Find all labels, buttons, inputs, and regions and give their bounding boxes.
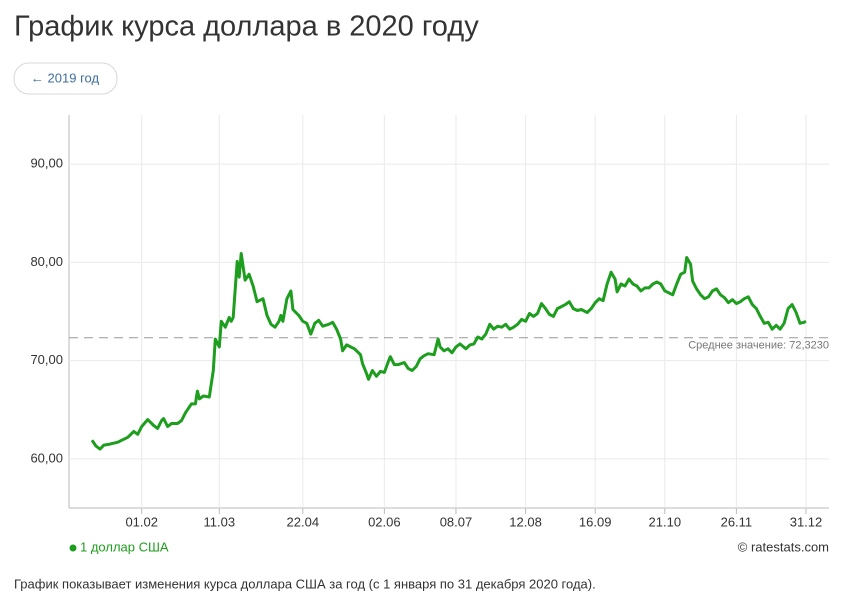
legend-marker (69, 544, 77, 552)
x-tick-label: 22.04 (287, 514, 320, 529)
footnote: График показывает изменения курса доллар… (14, 576, 596, 591)
source: © ratestats.com (738, 539, 829, 554)
x-tick-label: 08.07 (440, 514, 473, 529)
x-tick-label: 12.08 (509, 514, 542, 529)
mean-label: Среднее значение: 72,3230 (688, 340, 829, 352)
y-tick-label: 80,00 (30, 254, 63, 269)
x-tick-label: 16.09 (579, 514, 612, 529)
nav-button[interactable] (13, 62, 118, 95)
nav-button-label[interactable]: ← 2019 год (31, 70, 100, 85)
series-line (90, 252, 807, 451)
x-tick-label: 01.02 (125, 514, 158, 529)
x-tick-label: 02.06 (368, 514, 401, 529)
x-tick-label: 11.03 (203, 514, 235, 529)
y-tick-label: 70,00 (30, 352, 63, 367)
x-tick-label: 26.11 (721, 514, 753, 529)
y-tick-label: 60,00 (30, 450, 63, 465)
page-title: График курса доллара в 2020 году (14, 11, 479, 43)
x-tick-label: 21.10 (649, 514, 682, 529)
legend-label: 1 доллар США (80, 539, 169, 554)
y-tick-label: 90,00 (30, 156, 63, 171)
x-tick-label: 31.12 (790, 514, 823, 529)
